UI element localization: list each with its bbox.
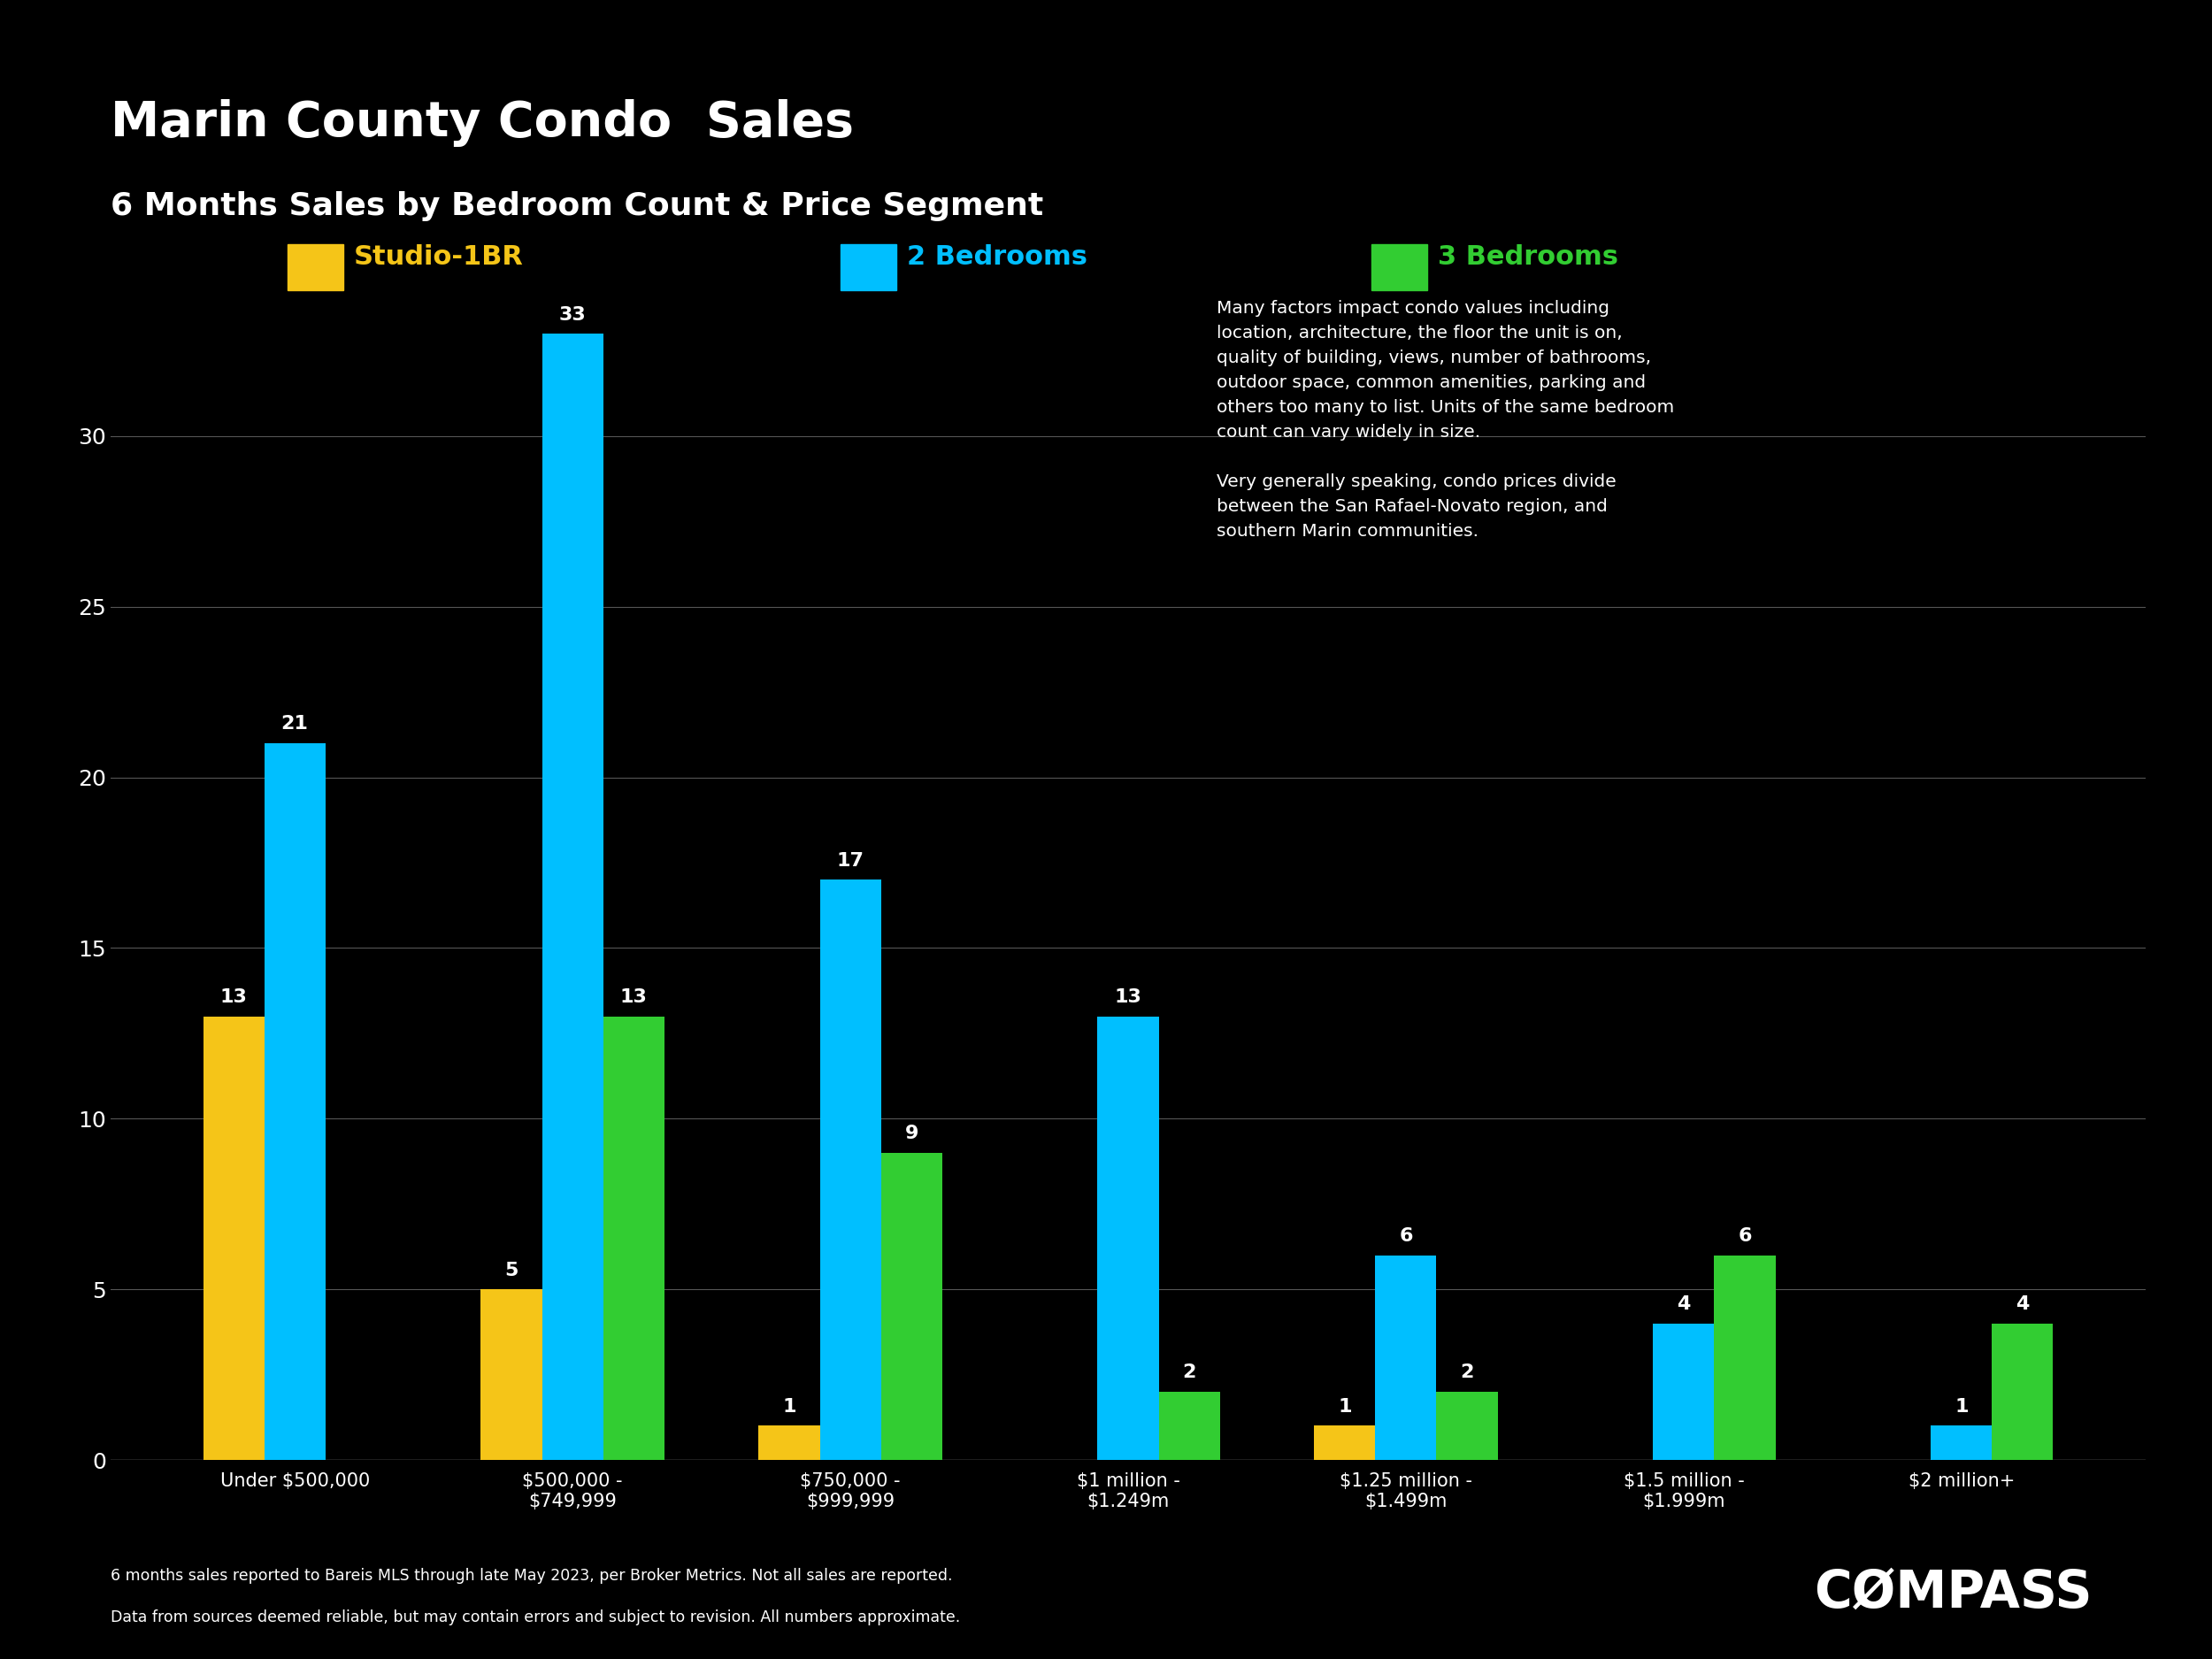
Bar xyxy=(1314,1425,1376,1460)
Text: 4: 4 xyxy=(2015,1296,2028,1314)
Bar xyxy=(263,743,325,1460)
Bar xyxy=(1931,1425,1993,1460)
Text: Many factors impact condo values including
location, architecture, the floor the: Many factors impact condo values includi… xyxy=(1217,300,1674,539)
Text: 5: 5 xyxy=(504,1261,518,1279)
Text: 33: 33 xyxy=(560,305,586,324)
Text: 6 months sales reported to Bareis MLS through late May 2023, per Broker Metrics.: 6 months sales reported to Bareis MLS th… xyxy=(111,1568,953,1584)
Bar xyxy=(1159,1392,1219,1460)
Text: 13: 13 xyxy=(619,989,648,1005)
Text: Studio-1BR: Studio-1BR xyxy=(354,244,524,270)
Text: CØMPASS: CØMPASS xyxy=(1814,1568,2093,1618)
Bar xyxy=(880,1153,942,1460)
Text: 3 Bedrooms: 3 Bedrooms xyxy=(1438,244,1619,270)
Text: 13: 13 xyxy=(219,989,248,1005)
Bar xyxy=(1436,1392,1498,1460)
Text: 1: 1 xyxy=(1338,1399,1352,1415)
Bar xyxy=(1097,1017,1159,1460)
Bar xyxy=(204,1017,263,1460)
Text: 4: 4 xyxy=(1677,1296,1690,1314)
Bar xyxy=(1376,1256,1436,1460)
Bar xyxy=(604,1017,664,1460)
Bar xyxy=(480,1289,542,1460)
Text: 6 Months Sales by Bedroom Count & Price Segment: 6 Months Sales by Bedroom Count & Price … xyxy=(111,191,1044,221)
Text: 1: 1 xyxy=(1955,1399,1969,1415)
Text: 17: 17 xyxy=(836,851,865,869)
Bar xyxy=(542,333,604,1460)
Text: Data from sources deemed reliable, but may contain errors and subject to revisio: Data from sources deemed reliable, but m… xyxy=(111,1609,960,1626)
Text: 1: 1 xyxy=(783,1399,796,1415)
Text: 6: 6 xyxy=(1398,1228,1413,1244)
Text: 13: 13 xyxy=(1115,989,1141,1005)
Bar xyxy=(1652,1324,1714,1460)
Text: 21: 21 xyxy=(281,715,307,733)
Text: 2: 2 xyxy=(1460,1364,1473,1382)
Text: 6: 6 xyxy=(1739,1228,1752,1244)
Bar xyxy=(759,1425,821,1460)
Text: 2 Bedrooms: 2 Bedrooms xyxy=(907,244,1088,270)
Text: 2: 2 xyxy=(1183,1364,1197,1382)
Text: 9: 9 xyxy=(905,1125,918,1143)
Bar xyxy=(821,879,880,1460)
Bar xyxy=(1714,1256,1776,1460)
Text: Marin County Condo  Sales: Marin County Condo Sales xyxy=(111,100,854,148)
Bar xyxy=(1993,1324,2053,1460)
